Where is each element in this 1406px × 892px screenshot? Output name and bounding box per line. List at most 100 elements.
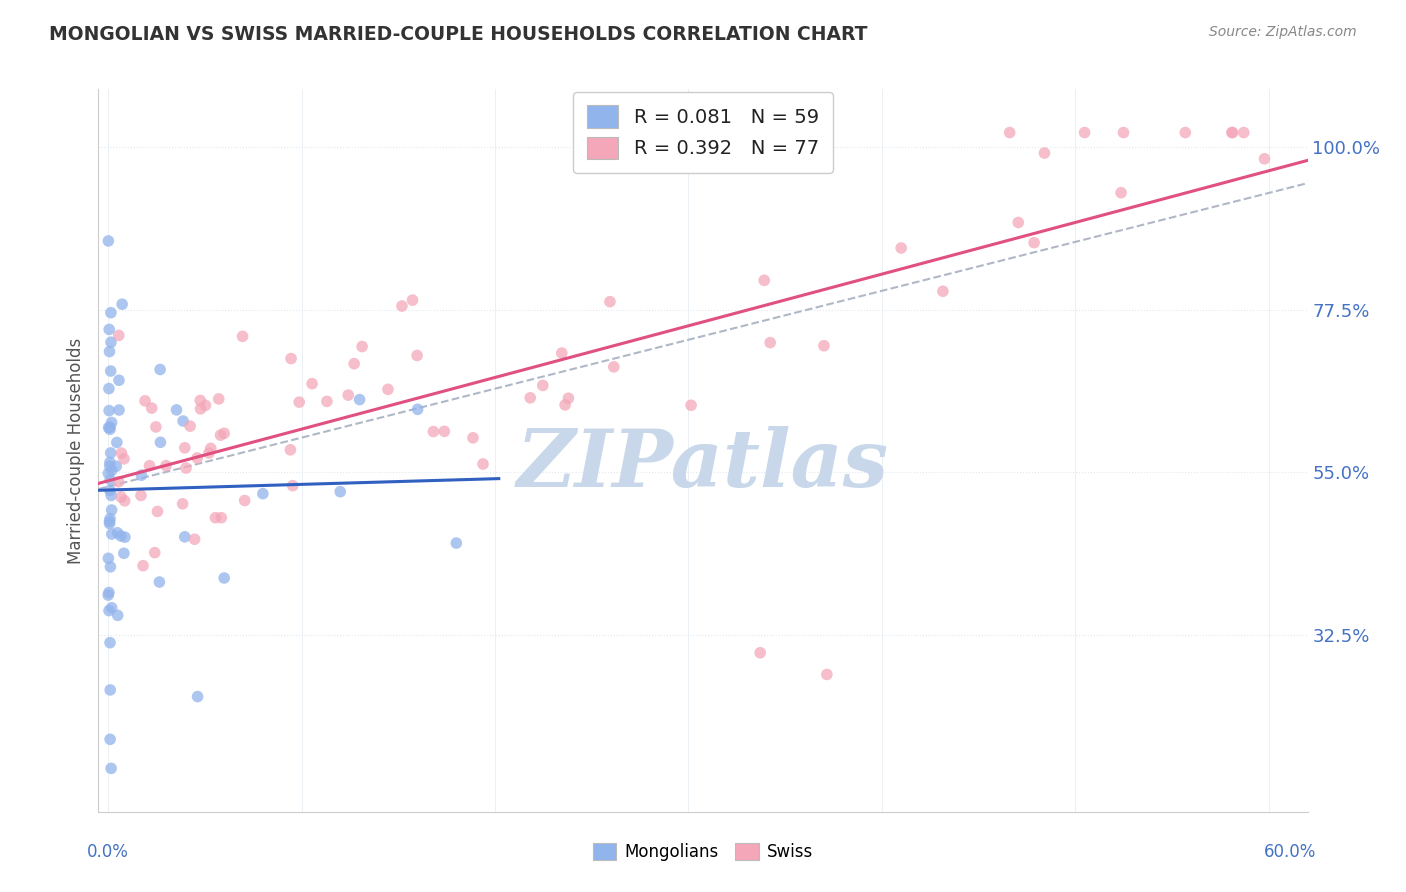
Point <box>97 420 120 434</box>
Point <box>97 585 120 599</box>
Point <box>97 234 120 248</box>
Point <box>1222 126 1244 140</box>
Point <box>316 394 339 409</box>
Point <box>531 378 554 392</box>
Point <box>100 364 122 378</box>
Point <box>173 441 195 455</box>
Point <box>194 398 217 412</box>
Point <box>107 328 129 343</box>
Text: Source: ZipAtlas.com: Source: ZipAtlas.com <box>1209 25 1357 39</box>
Y-axis label: Married-couple Households: Married-couple Households <box>66 337 84 564</box>
Point <box>401 293 423 307</box>
Point <box>1109 186 1132 200</box>
Point <box>472 457 495 471</box>
Point <box>101 463 124 477</box>
Point <box>107 475 129 489</box>
Point <box>1112 126 1135 140</box>
Point <box>377 382 399 396</box>
Point <box>98 459 121 474</box>
Point <box>281 478 304 492</box>
Point <box>98 682 121 697</box>
Point <box>110 446 132 460</box>
Point <box>754 273 776 287</box>
Point <box>132 558 155 573</box>
Point <box>107 525 129 540</box>
Point <box>1033 146 1056 161</box>
Point <box>108 373 131 387</box>
Point <box>98 455 121 469</box>
Point <box>146 504 169 518</box>
Point <box>352 340 374 354</box>
Point <box>198 446 221 460</box>
Point <box>98 403 121 417</box>
Point <box>100 761 122 775</box>
Point <box>173 530 195 544</box>
Point <box>97 551 120 566</box>
Point <box>208 392 231 406</box>
Point <box>280 442 302 457</box>
Point <box>149 362 172 376</box>
Point <box>172 497 194 511</box>
Point <box>681 398 703 412</box>
Point <box>890 241 912 255</box>
Point <box>446 536 468 550</box>
Point <box>815 667 838 681</box>
Point <box>329 484 352 499</box>
Point <box>998 126 1021 140</box>
Point <box>190 401 212 416</box>
Point <box>100 559 122 574</box>
Point <box>759 335 782 350</box>
Point <box>97 382 120 396</box>
Point <box>166 402 188 417</box>
Point <box>98 515 121 529</box>
Point <box>179 419 201 434</box>
Point <box>129 488 152 502</box>
Point <box>149 435 172 450</box>
Point <box>232 329 254 343</box>
Point <box>187 690 209 704</box>
Point <box>148 574 170 589</box>
Point <box>114 530 136 544</box>
Point <box>551 346 574 360</box>
Text: 0.0%: 0.0% <box>87 843 129 861</box>
Point <box>112 546 135 560</box>
Point <box>519 391 541 405</box>
Point <box>100 600 122 615</box>
Point <box>100 503 122 517</box>
Point <box>114 493 136 508</box>
Point <box>155 458 177 473</box>
Point <box>1220 126 1243 140</box>
Point <box>433 425 456 439</box>
Point <box>134 393 156 408</box>
Point <box>557 391 579 405</box>
Point <box>1007 215 1029 229</box>
Point <box>343 357 366 371</box>
Point <box>183 533 205 547</box>
Text: MONGOLIAN VS SWISS MARRIED-COUPLE HOUSEHOLDS CORRELATION CHART: MONGOLIAN VS SWISS MARRIED-COUPLE HOUSEH… <box>49 25 868 44</box>
Point <box>406 402 429 417</box>
Point <box>406 349 429 363</box>
Point <box>749 646 772 660</box>
Point <box>349 392 371 407</box>
Point <box>813 339 835 353</box>
Point <box>145 420 167 434</box>
Point <box>98 344 121 359</box>
Legend: R = 0.081   N = 59, R = 0.392   N = 77: R = 0.081 N = 59, R = 0.392 N = 77 <box>574 92 832 172</box>
Point <box>105 435 128 450</box>
Point <box>1073 126 1095 140</box>
Point <box>98 636 121 650</box>
Point <box>1253 152 1275 166</box>
Legend: Mongolians, Swiss: Mongolians, Swiss <box>586 836 820 868</box>
Point <box>599 294 621 309</box>
Point <box>212 571 235 585</box>
Point <box>301 376 323 391</box>
Point <box>174 461 197 475</box>
Point <box>110 490 132 504</box>
Point <box>98 420 121 434</box>
Point <box>252 486 274 500</box>
Point <box>212 426 235 441</box>
Point <box>141 401 163 416</box>
Point <box>932 285 955 299</box>
Text: 60.0%: 60.0% <box>1264 843 1316 861</box>
Point <box>131 468 153 483</box>
